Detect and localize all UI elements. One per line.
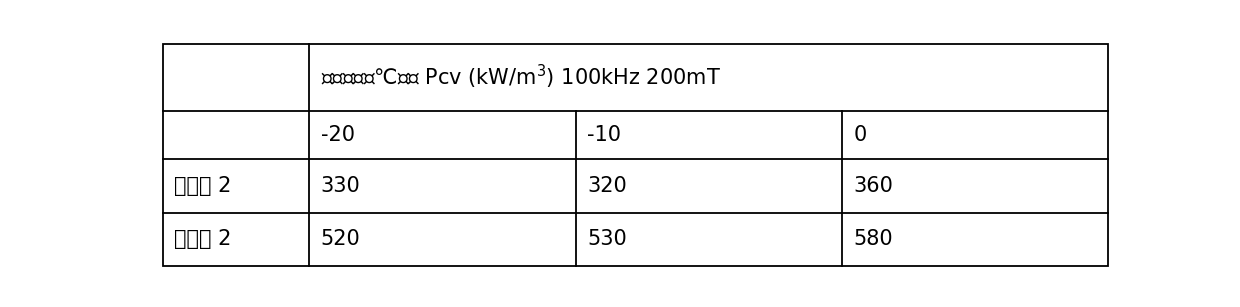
Text: 320: 320 bbox=[588, 176, 627, 196]
Text: 330: 330 bbox=[321, 176, 361, 196]
Text: 比较例 2: 比较例 2 bbox=[174, 229, 232, 250]
Text: 520: 520 bbox=[321, 229, 361, 250]
Text: 530: 530 bbox=[588, 229, 627, 250]
Text: 580: 580 bbox=[853, 229, 893, 250]
Text: 360: 360 bbox=[853, 176, 894, 196]
Text: 不同温度（℃）下 Pcv (kW/m$^3$) 100kHz 200mT: 不同温度（℃）下 Pcv (kW/m$^3$) 100kHz 200mT bbox=[321, 63, 720, 91]
Text: 0: 0 bbox=[853, 125, 867, 145]
Text: -10: -10 bbox=[588, 125, 621, 145]
Text: -20: -20 bbox=[321, 125, 355, 145]
Text: 实施例 2: 实施例 2 bbox=[174, 176, 232, 196]
